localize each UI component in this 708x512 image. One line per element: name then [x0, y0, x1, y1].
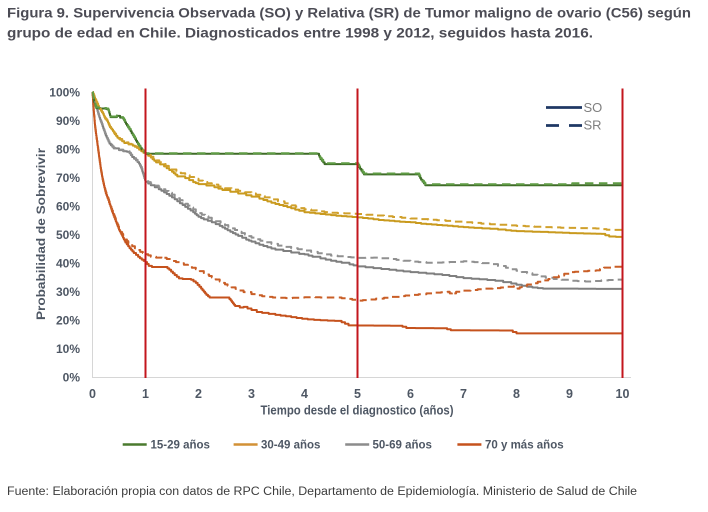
svg-text:100%: 100% [49, 85, 80, 99]
svg-text:SR: SR [584, 118, 602, 133]
svg-text:50%: 50% [56, 228, 80, 242]
svg-text:40%: 40% [56, 256, 80, 270]
svg-text:grupo de edad en Chile. Diagno: grupo de edad en Chile. Diagnosticados e… [7, 26, 593, 42]
svg-text:8: 8 [513, 387, 520, 401]
svg-text:10%: 10% [56, 342, 80, 356]
svg-text:90%: 90% [56, 114, 80, 128]
svg-text:70%: 70% [56, 171, 80, 185]
svg-text:3: 3 [248, 387, 255, 401]
svg-text:15-29 años: 15-29 años [151, 440, 210, 452]
svg-text:SO: SO [584, 100, 603, 115]
svg-text:5: 5 [354, 387, 361, 401]
svg-text:Fuente: Elaboración propia con: Fuente: Elaboración propia con datos de … [7, 486, 637, 498]
svg-text:6: 6 [407, 387, 414, 401]
svg-text:30%: 30% [56, 285, 80, 299]
svg-text:Tiempo desde el diagnostico (a: Tiempo desde el diagnostico (años) [261, 404, 454, 418]
svg-text:1: 1 [142, 387, 149, 401]
svg-text:60%: 60% [56, 199, 80, 213]
svg-text:20%: 20% [56, 313, 80, 327]
svg-text:7: 7 [460, 387, 467, 401]
svg-text:50-69 años: 50-69 años [373, 440, 432, 452]
svg-text:10: 10 [616, 387, 630, 401]
svg-text:4: 4 [301, 387, 308, 401]
svg-text:70 y más años: 70 y más años [485, 440, 564, 452]
svg-text:9: 9 [566, 387, 573, 401]
svg-text:2: 2 [195, 387, 202, 401]
svg-text:Figura 9. Supervivencia Observ: Figura 9. Supervivencia Observada (SO) y… [7, 6, 691, 22]
svg-text:Probabilidad de Sobrevivir: Probabilidad de Sobrevivir [34, 148, 48, 320]
svg-text:0%: 0% [63, 370, 81, 384]
svg-text:80%: 80% [56, 142, 80, 156]
svg-text:30-49 años: 30-49 años [261, 440, 320, 452]
svg-text:0: 0 [89, 387, 96, 401]
